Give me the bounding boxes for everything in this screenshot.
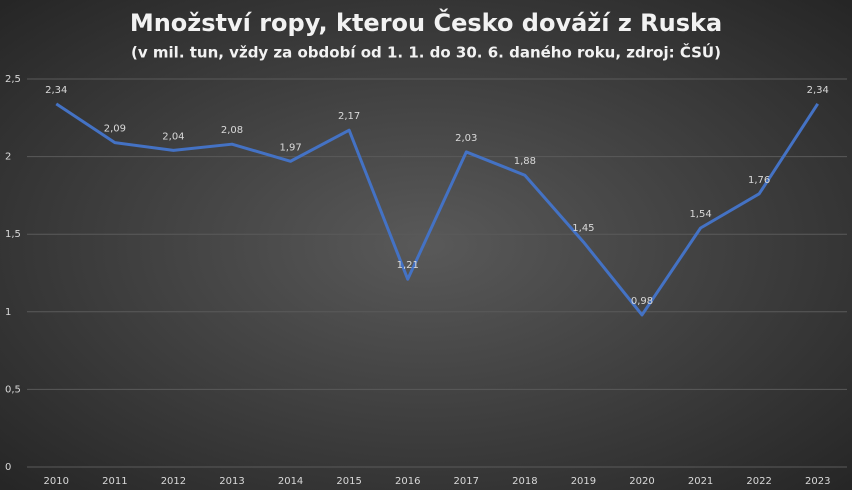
line [55,102,819,317]
y-tick-label: 0,5 [5,384,21,395]
y-tick-label: 1,5 [5,229,21,240]
x-tick-label: 2016 [395,476,420,487]
data-label: 2,08 [221,125,243,136]
x-tick-label: 2021 [688,476,713,487]
x-tick-label: 2010 [44,476,69,487]
x-tick-label: 2023 [805,476,830,487]
x-tick-label: 2013 [219,476,244,487]
data-label: 1,76 [748,175,770,186]
y-tick-label: 0 [5,462,11,473]
x-tick-label: 2012 [161,476,186,487]
y-tick-label: 2 [5,152,11,163]
x-tick-label: 2022 [746,476,771,487]
x-tick-label: 2017 [454,476,479,487]
data-label: 2,04 [162,131,184,142]
data-label: 2,34 [45,85,67,96]
x-tick-label: 2019 [571,476,596,487]
chart-title: Množství ropy, kterou Česko dováží z Rus… [130,7,722,37]
x-tick-label: 2014 [278,476,303,487]
data-label: 1,21 [397,260,419,271]
x-tick-label: 2018 [512,476,537,487]
y-tick-label: 1 [5,307,11,318]
data-label: 1,45 [572,223,594,234]
data-label: 1,88 [514,156,536,167]
data-label: 1,97 [279,142,301,153]
y-tick-label: 2,5 [5,74,21,85]
data-label: 2,09 [104,124,126,135]
x-tick-label: 2015 [336,476,361,487]
data-label: 2,03 [455,133,477,144]
data-label: 2,34 [807,85,829,96]
data-label: 2,17 [338,111,360,122]
chart-subtitle: (v mil. tun, vždy za období od 1. 1. do … [131,43,721,62]
x-tick-label: 2020 [629,476,654,487]
data-label: 0,98 [631,296,653,307]
data-label: 1,54 [689,209,711,220]
x-tick-label: 2011 [102,476,127,487]
